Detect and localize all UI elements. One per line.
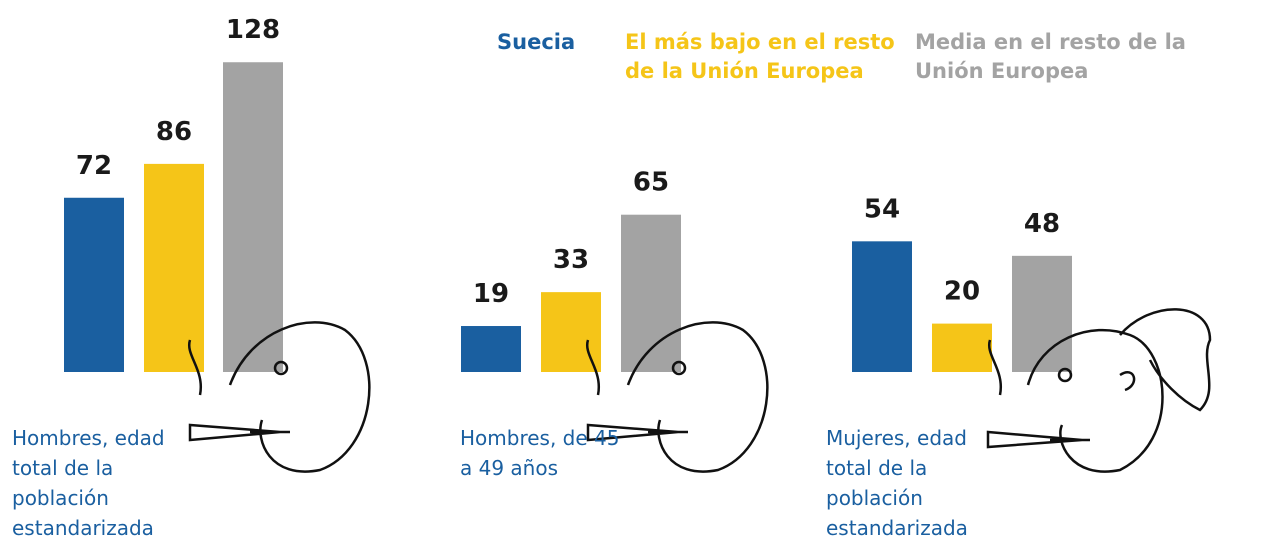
legend-item: Media en el resto de la Unión Europea	[915, 28, 1260, 86]
bar	[64, 198, 124, 372]
infographic: 48 20 54 65 33 19 128 86 72 Suecia El más bajo e…	[0, 0, 1262, 541]
bar	[461, 326, 521, 372]
bar	[932, 324, 992, 372]
category-label: Hombres, de 45 a 49 años	[460, 423, 635, 483]
value-label: 86	[156, 117, 192, 147]
value-label: 72	[76, 151, 112, 181]
value-label: 20	[944, 277, 980, 307]
bar	[1012, 256, 1072, 372]
bar	[144, 164, 204, 372]
value-label: 48	[1024, 209, 1060, 239]
category-label: Hombres, edad total de la población esta…	[12, 423, 187, 543]
legend-item: El más bajo en el resto de la Unión Euro…	[625, 28, 900, 86]
value-label: 65	[633, 168, 669, 198]
legend-item: Suecia	[497, 28, 575, 57]
value-label: 33	[553, 245, 589, 275]
bar	[223, 62, 283, 372]
category-label: Mujeres, edad total de la población esta…	[826, 423, 1001, 543]
value-label: 128	[226, 15, 280, 45]
bar	[852, 241, 912, 372]
value-label: 19	[473, 279, 509, 309]
value-label: 54	[864, 194, 900, 224]
